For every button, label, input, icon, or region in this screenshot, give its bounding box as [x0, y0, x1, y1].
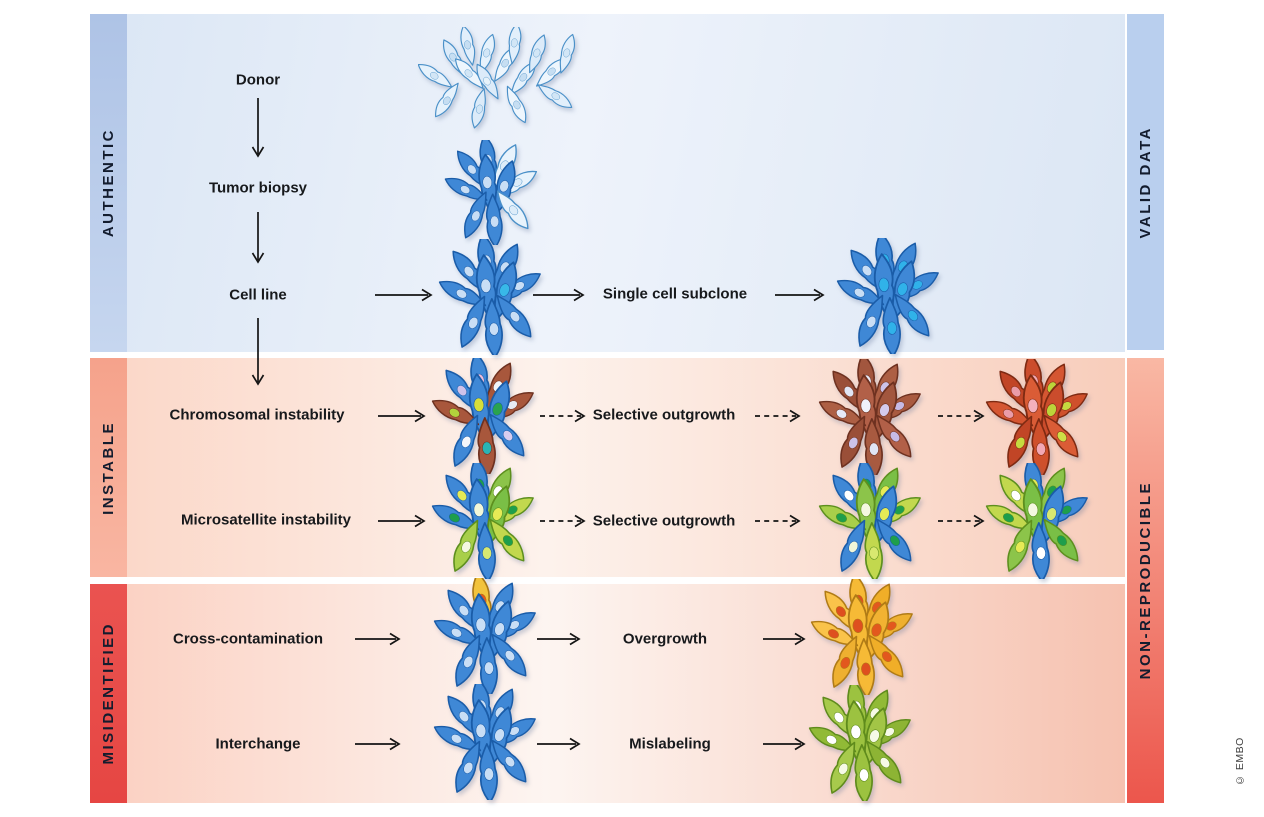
label-chromosomal-instability: Chromosomal instability	[169, 406, 345, 424]
label-selective-outgrowth-1: Selective outgrowth	[592, 406, 736, 424]
label-donor: Donor	[235, 71, 281, 89]
strip-instable-label: INSTABLE	[100, 420, 117, 515]
label-mislabeling: Mislabeling	[629, 735, 711, 753]
strip-authentic-label: AUTHENTIC	[100, 128, 117, 238]
label-tumor-biopsy: Tumor biopsy	[208, 179, 308, 197]
strip-misidentified: MISIDENTIFIED	[90, 584, 127, 803]
copyright-credit: © EMBO	[1234, 737, 1246, 786]
band-misidentified	[127, 584, 1125, 803]
cell-cluster-single-cell-subclone	[830, 238, 946, 354]
strip-valid-data: VALID DATA	[1127, 14, 1164, 350]
label-cell-line: Cell line	[229, 286, 287, 304]
cell-cluster-interchange	[427, 684, 543, 800]
label-microsatellite-instability: Microsatellite instability	[180, 511, 352, 529]
label-overgrowth: Overgrowth	[622, 630, 708, 648]
band-authentic	[127, 14, 1125, 352]
cell-cluster-donor	[418, 27, 593, 132]
strip-non-reproducible-label: NON-REPRODUCIBLE	[1137, 481, 1154, 680]
label-selective-outgrowth-2: Selective outgrowth	[592, 512, 736, 530]
cell-cluster-cin-outgrowth-1	[812, 359, 928, 475]
label-cross-contamination: Cross-contamination	[172, 630, 324, 648]
strip-instable: INSTABLE	[90, 358, 127, 577]
cell-cluster-overgrowth	[804, 579, 920, 695]
cell-cluster-msi-outgrowth-1	[812, 463, 928, 579]
cell-cluster-cin-outgrowth-2	[979, 359, 1095, 475]
cell-cluster-chromosomal-instability	[425, 358, 541, 474]
strip-misidentified-label: MISIDENTIFIED	[100, 622, 117, 765]
cell-cluster-cross-contamination	[427, 578, 543, 694]
label-interchange: Interchange	[215, 735, 301, 753]
strip-authentic: AUTHENTIC	[90, 14, 127, 352]
cell-cluster-msi-outgrowth-2	[979, 463, 1095, 579]
cell-cluster-cell-line	[432, 239, 548, 355]
cell-cluster-microsatellite-instability	[425, 463, 541, 579]
cell-cluster-mislabeling	[802, 685, 918, 801]
strip-valid-data-label: VALID DATA	[1137, 125, 1154, 239]
band-instable	[127, 358, 1125, 577]
cell-cluster-tumor-biopsy	[436, 140, 546, 245]
label-single-cell-subclone: Single cell subclone	[602, 285, 748, 303]
strip-non-reproducible: NON-REPRODUCIBLE	[1127, 358, 1164, 803]
